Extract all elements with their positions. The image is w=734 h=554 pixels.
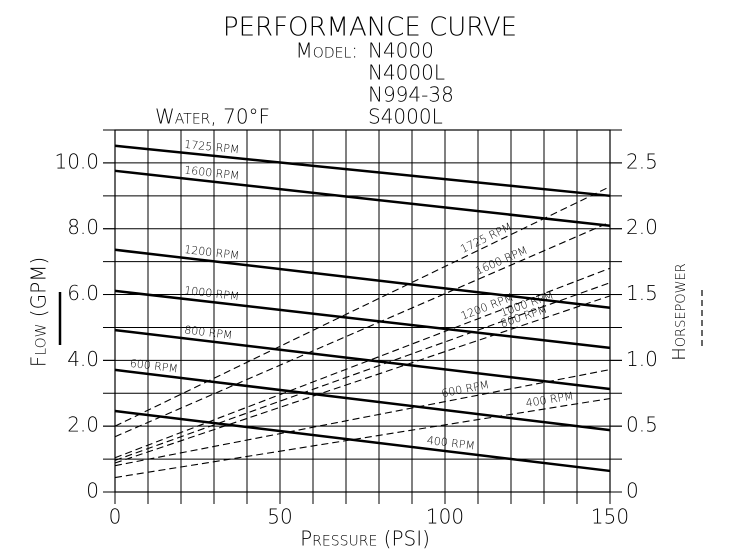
curve-label: 1725 RPM	[184, 138, 240, 156]
flow-line	[114, 144, 611, 198]
model: N994-38	[368, 83, 454, 107]
chart-title: PERFORMANCE CURVE	[223, 13, 517, 43]
curve-label: 1600 RPM	[184, 164, 240, 183]
y-tick-label: 2.0	[67, 413, 99, 437]
flow-line	[114, 328, 611, 391]
y2-tick-label: 0.5	[626, 413, 658, 437]
model: N4000	[368, 39, 434, 63]
model-label: Model:	[296, 39, 358, 63]
y2-tick-label: 2.5	[626, 149, 658, 173]
y2-tick-label: 1.0	[626, 347, 658, 371]
horsepower-line	[114, 267, 611, 459]
x-tick-label: 0	[109, 505, 122, 529]
model: N4000L	[368, 61, 445, 85]
horsepower-line	[114, 221, 611, 438]
flow-line	[114, 289, 611, 350]
horsepower-line	[114, 397, 611, 479]
y2-tick-label: 1.5	[626, 281, 658, 305]
plot: 0 50 100 15002.04.06.08.010.000.51.01.52.02…	[54, 129, 658, 529]
x-tick-label: 150	[591, 505, 629, 529]
x-tick-label: 100	[426, 505, 464, 529]
horsepower-line	[114, 369, 611, 467]
y-tick-label: 0	[86, 479, 99, 503]
horsepower-line	[114, 186, 611, 427]
y2-tick-label: 0	[626, 479, 639, 503]
flow-line	[114, 248, 611, 309]
curve-label: 1000 RPM	[184, 284, 240, 303]
horsepower-line	[114, 295, 611, 464]
y2-tick-label: 2.0	[626, 215, 658, 239]
model: S4000L	[368, 105, 443, 129]
x-tick-label: 50	[267, 505, 292, 529]
x-axis-label: Pressure (PSI)	[300, 527, 430, 551]
curve-label: 800 RPM	[184, 323, 233, 342]
curve-label: 1200 RPM	[184, 243, 240, 262]
flow-line	[114, 169, 611, 228]
y-tick-label: 8.0	[67, 215, 99, 239]
y-tick-label: 6.0	[67, 281, 99, 305]
y-axis-label: Flow (GPM)	[27, 257, 51, 367]
note: Water, 70°F	[155, 105, 270, 129]
y-tick-label: 4.0	[67, 347, 99, 371]
plot-frame	[114, 129, 611, 493]
flow-line	[114, 409, 611, 473]
y2-axis-label: Horsepower	[669, 263, 690, 360]
flow-line	[114, 368, 611, 432]
curve-label: 400 RPM	[426, 434, 475, 453]
y-tick-label: 10.0	[54, 149, 99, 173]
curve-label: 600 RPM	[129, 357, 178, 376]
